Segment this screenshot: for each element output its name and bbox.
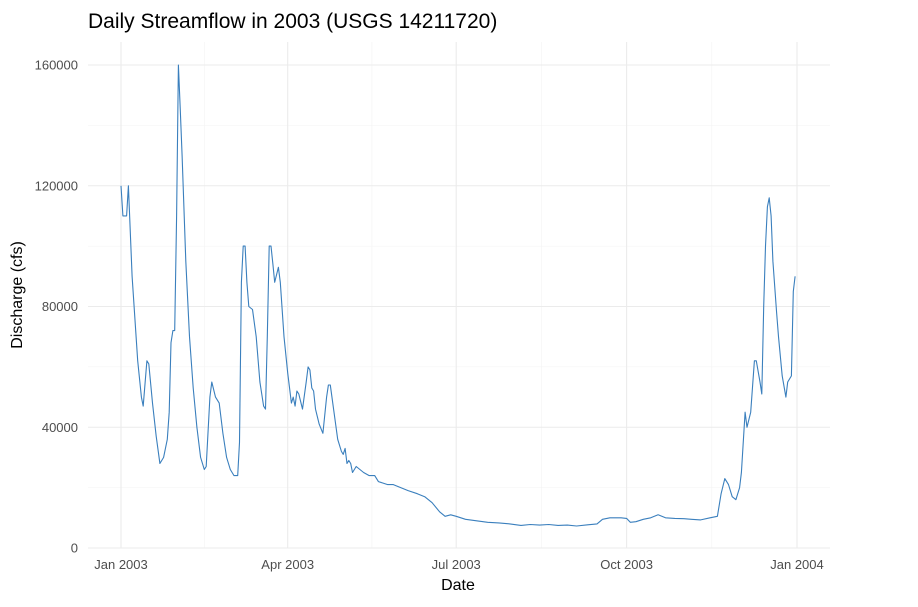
y-tick-label: 80000 <box>42 299 78 314</box>
y-tick-label: 0 <box>71 541 78 556</box>
x-tick-label: Jan 2004 <box>770 557 824 572</box>
y-tick-label: 120000 <box>35 178 78 193</box>
chart-title: Daily Streamflow in 2003 (USGS 14211720) <box>88 10 497 33</box>
y-tick-label: 160000 <box>35 58 78 73</box>
minor-gridlines <box>88 42 830 548</box>
x-tick-label: Apr 2003 <box>261 557 314 572</box>
y-tick-label: 40000 <box>42 420 78 435</box>
y-axis-tick-labels: 0 40000 80000 120000 160000 <box>35 58 78 556</box>
x-tick-label: Jan 2003 <box>94 557 148 572</box>
x-tick-label: Jul 2003 <box>432 557 481 572</box>
y-axis-title: Discharge (cfs) <box>9 241 26 349</box>
discharge-series-line <box>120 64 796 527</box>
x-axis-tick-labels: Jan 2003 Apr 2003 Jul 2003 Oct 2003 Jan 2004 <box>94 557 824 572</box>
major-gridlines <box>88 42 830 549</box>
x-axis-title: Date <box>441 577 475 594</box>
x-tick-label: Oct 2003 <box>600 557 653 572</box>
